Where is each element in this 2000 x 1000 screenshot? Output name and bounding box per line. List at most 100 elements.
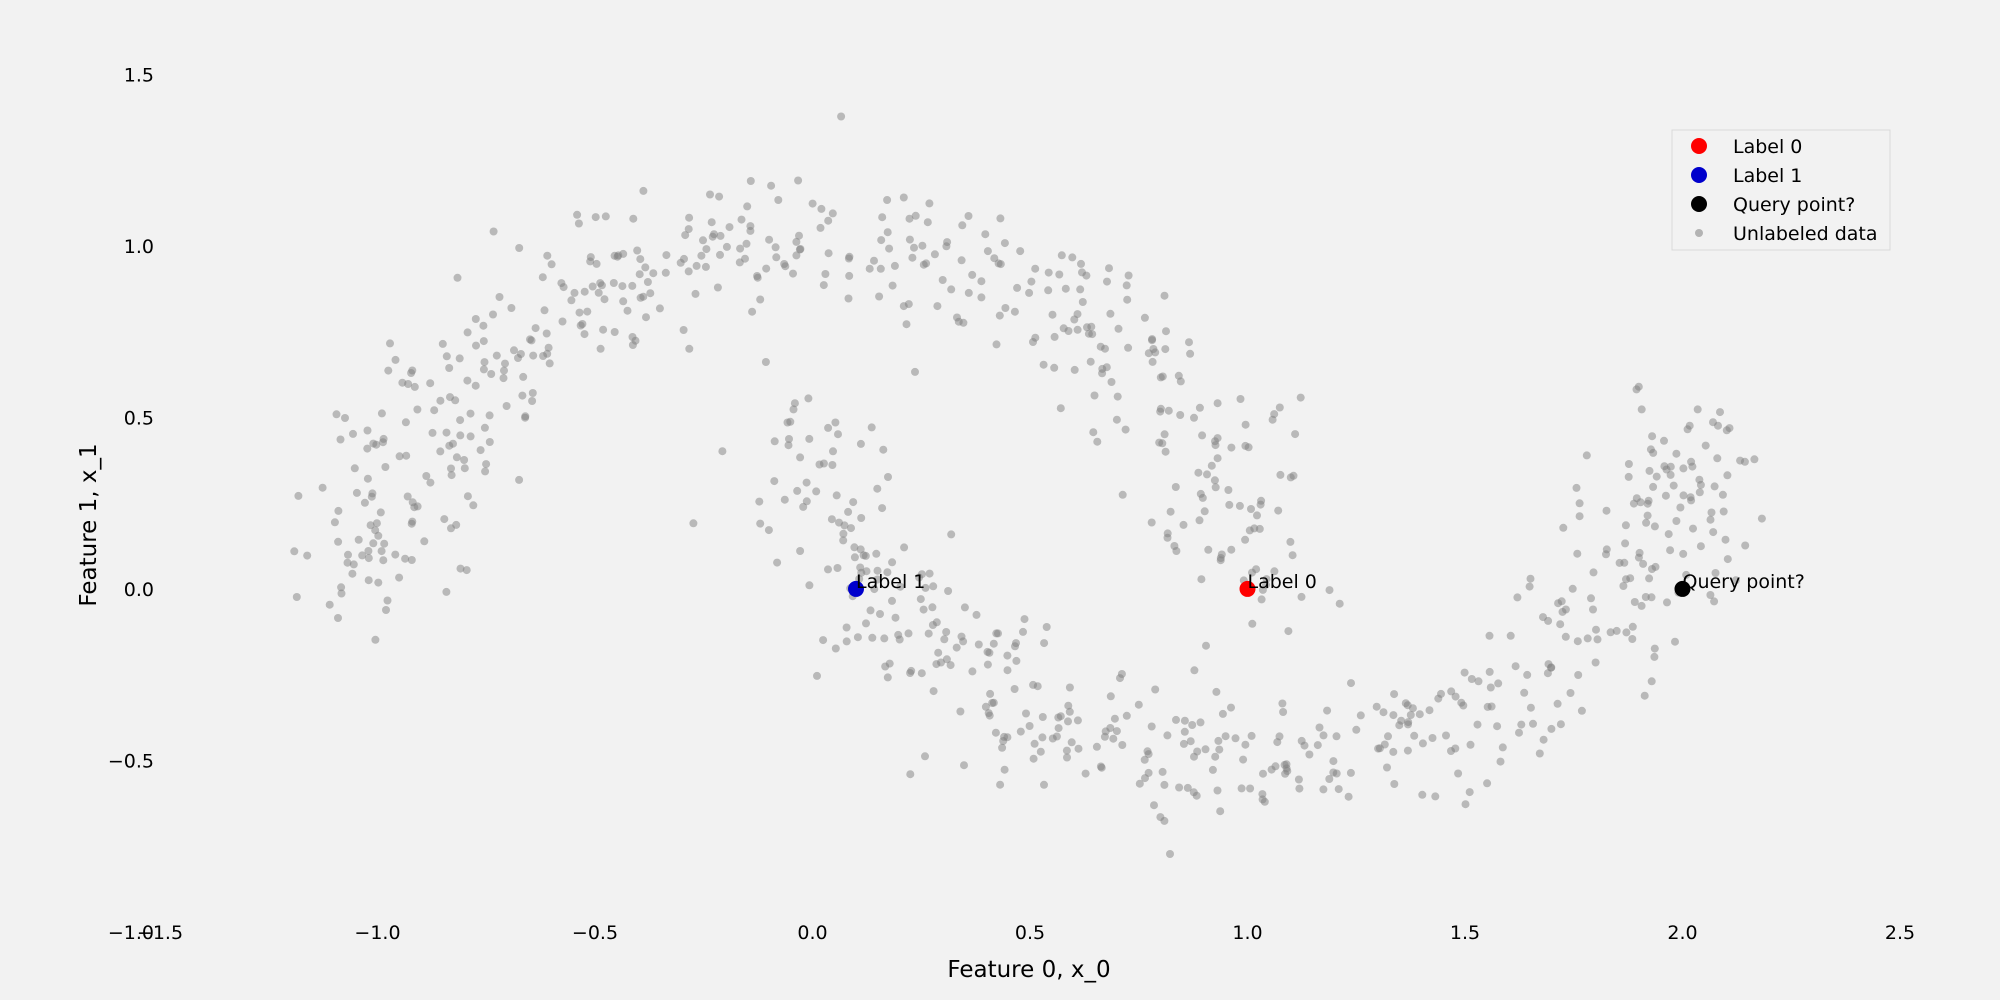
unlabeled-point-lower [855,575,864,583]
x-tick-label: 1.0 [1232,922,1262,944]
unlabeled-point-upper [479,365,488,374]
unlabeled-point-lower [1064,701,1073,710]
unlabeled-point-upper [1161,345,1170,354]
unlabeled-point-lower [1637,601,1646,610]
unlabeled-point-upper [542,329,551,338]
unlabeled-point-upper [374,578,383,587]
unlabeled-point-lower [1493,722,1502,731]
unlabeled-point-lower [1334,785,1343,794]
unlabeled-point-upper [865,264,874,273]
unlabeled-point-upper [1156,404,1165,413]
unlabeled-point-upper [938,276,947,284]
unlabeled-point-upper [1210,476,1219,485]
unlabeled-point-upper [824,216,833,225]
unlabeled-point-upper [507,304,516,312]
unlabeled-point-lower [1573,637,1582,646]
unlabeled-point-upper [1195,403,1204,412]
unlabeled-point-upper [303,551,312,560]
unlabeled-point-upper [1101,344,1109,353]
unlabeled-point-upper [573,210,582,219]
unlabeled-point-upper [350,464,359,473]
unlabeled-point-lower [1347,679,1355,688]
unlabeled-point-upper [876,264,885,273]
unlabeled-point-lower [983,660,992,669]
unlabeled-point-upper [463,376,472,385]
unlabeled-point-lower [1295,784,1304,793]
unlabeled-point-upper [594,288,603,297]
unlabeled-point-upper [479,321,488,330]
unlabeled-point-upper [410,382,419,391]
unlabeled-point-lower [1676,503,1685,512]
unlabeled-point-upper [1013,283,1022,292]
unlabeled-point-upper [447,464,455,473]
unlabeled-point-lower [1431,792,1440,801]
unlabeled-point-upper [1059,324,1068,333]
unlabeled-point-upper [742,239,751,248]
unlabeled-point-lower [1619,582,1628,590]
unlabeled-point-lower [1672,449,1681,458]
unlabeled-point-upper [471,381,480,390]
unlabeled-point-lower [1346,768,1355,777]
unlabeled-point-upper [1084,329,1093,338]
unlabeled-point-lower [1180,716,1189,725]
unlabeled-point-upper [447,524,455,533]
unlabeled-point-lower [1040,639,1049,648]
unlabeled-point-upper [1194,468,1203,477]
unlabeled-point-upper [381,463,390,471]
label-0-point [1239,580,1256,597]
unlabeled-point-upper [372,519,381,528]
unlabeled-point-upper [601,212,610,221]
unlabeled-point-upper [642,313,650,322]
unlabeled-point-upper [953,313,961,322]
unlabeled-point-upper [746,226,755,235]
label-1-point-annotation: Label 1 [856,571,925,593]
unlabeled-point-upper [330,518,339,527]
unlabeled-point-upper [408,517,417,526]
unlabeled-point-lower [1029,680,1038,689]
unlabeled-point-upper [699,236,707,245]
y-tick-label: −0.5 [108,750,154,772]
unlabeled-point-lower [1179,739,1188,748]
unlabeled-point-lower [1042,623,1051,631]
unlabeled-point-upper [413,405,422,414]
unlabeled-point-lower [1323,706,1332,715]
unlabeled-point-lower [1695,475,1704,484]
unlabeled-point-upper [1286,537,1295,546]
unlabeled-point-upper [796,245,805,253]
unlabeled-point-lower [1038,713,1047,721]
unlabeled-point-lower [1719,507,1728,516]
unlabeled-point-upper [610,328,619,336]
unlabeled-point-upper [1227,443,1236,452]
unlabeled-point-upper [364,576,373,585]
unlabeled-point-lower [1237,784,1246,793]
unlabeled-point-upper [1027,277,1036,286]
unlabeled-point-lower [960,761,968,770]
unlabeled-point-lower [718,447,727,456]
unlabeled-point-lower [1663,598,1671,607]
unlabeled-point-upper [977,277,986,286]
unlabeled-point-lower [1144,768,1153,777]
unlabeled-point-lower [1544,616,1553,625]
unlabeled-point-upper [1073,325,1082,334]
unlabeled-point-upper [1158,372,1167,381]
unlabeled-point-upper [1171,483,1180,491]
unlabeled-point-upper [379,438,387,447]
unlabeled-point-upper [958,221,967,230]
unlabeled-point-upper [1248,619,1257,628]
unlabeled-point-upper [485,438,494,446]
unlabeled-point-lower [827,515,836,524]
unlabeled-point-upper [1203,470,1211,479]
unlabeled-point-lower [1410,731,1419,740]
unlabeled-point-lower [1575,512,1584,521]
unlabeled-point-upper [539,352,548,360]
unlabeled-point-upper [442,587,451,596]
unlabeled-point-lower [888,558,897,567]
unlabeled-point-upper [501,359,509,368]
unlabeled-point-upper [618,282,627,291]
unlabeled-point-lower [1647,677,1656,686]
unlabeled-point-upper [845,252,854,261]
legend: Label 0 Label 1 Query point? Unlabeled d… [1671,129,1891,251]
unlabeled-point-upper [1105,264,1113,273]
unlabeled-point-lower [1577,706,1586,715]
unlabeled-point-lower [1160,816,1169,825]
